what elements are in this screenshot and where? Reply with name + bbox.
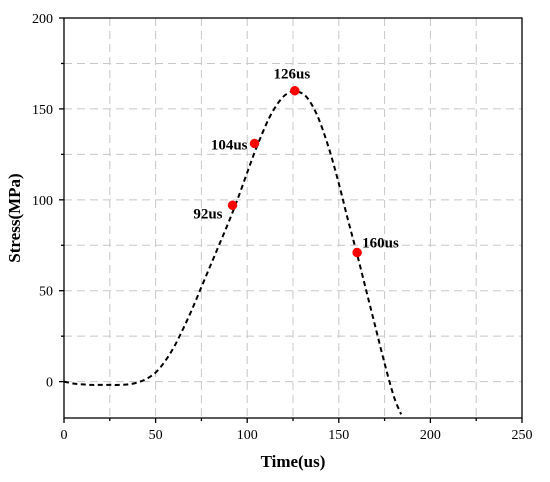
data-point-marker [352, 247, 362, 258]
stress-curve-line [63, 89, 403, 415]
data-point-label: 126us [273, 67, 310, 83]
y-tick-label: 150 [32, 103, 53, 118]
x-tick-label: 150 [328, 428, 349, 443]
data-point-marker [227, 200, 238, 211]
data-point-marker [290, 85, 300, 96]
x-axis-title: Time(us) [261, 452, 326, 471]
data-point-label: 92us [193, 206, 222, 222]
x-tick-label: 200 [420, 428, 441, 443]
y-axis-title: Stress(MPa) [5, 173, 24, 262]
x-tick-label: 0 [61, 428, 68, 443]
y-tick-label: 200 [32, 12, 53, 27]
data-point-label: 160us [362, 236, 399, 252]
markers-layer: 92us 104us 126us 160us [193, 67, 399, 258]
series-layer [63, 89, 403, 415]
y-tick-label: 50 [39, 285, 53, 300]
x-tick-label: 100 [237, 428, 258, 443]
data-point-label: 104us [211, 137, 248, 153]
grid [64, 18, 522, 418]
ticks: 0 50 100 150 200 250 0 50 100 150 200 [32, 12, 533, 443]
y-tick-label: 100 [32, 194, 53, 209]
y-tick-label: 0 [46, 376, 53, 391]
x-tick-label: 50 [149, 428, 163, 443]
data-point-marker [249, 138, 260, 149]
x-tick-label: 250 [512, 428, 533, 443]
